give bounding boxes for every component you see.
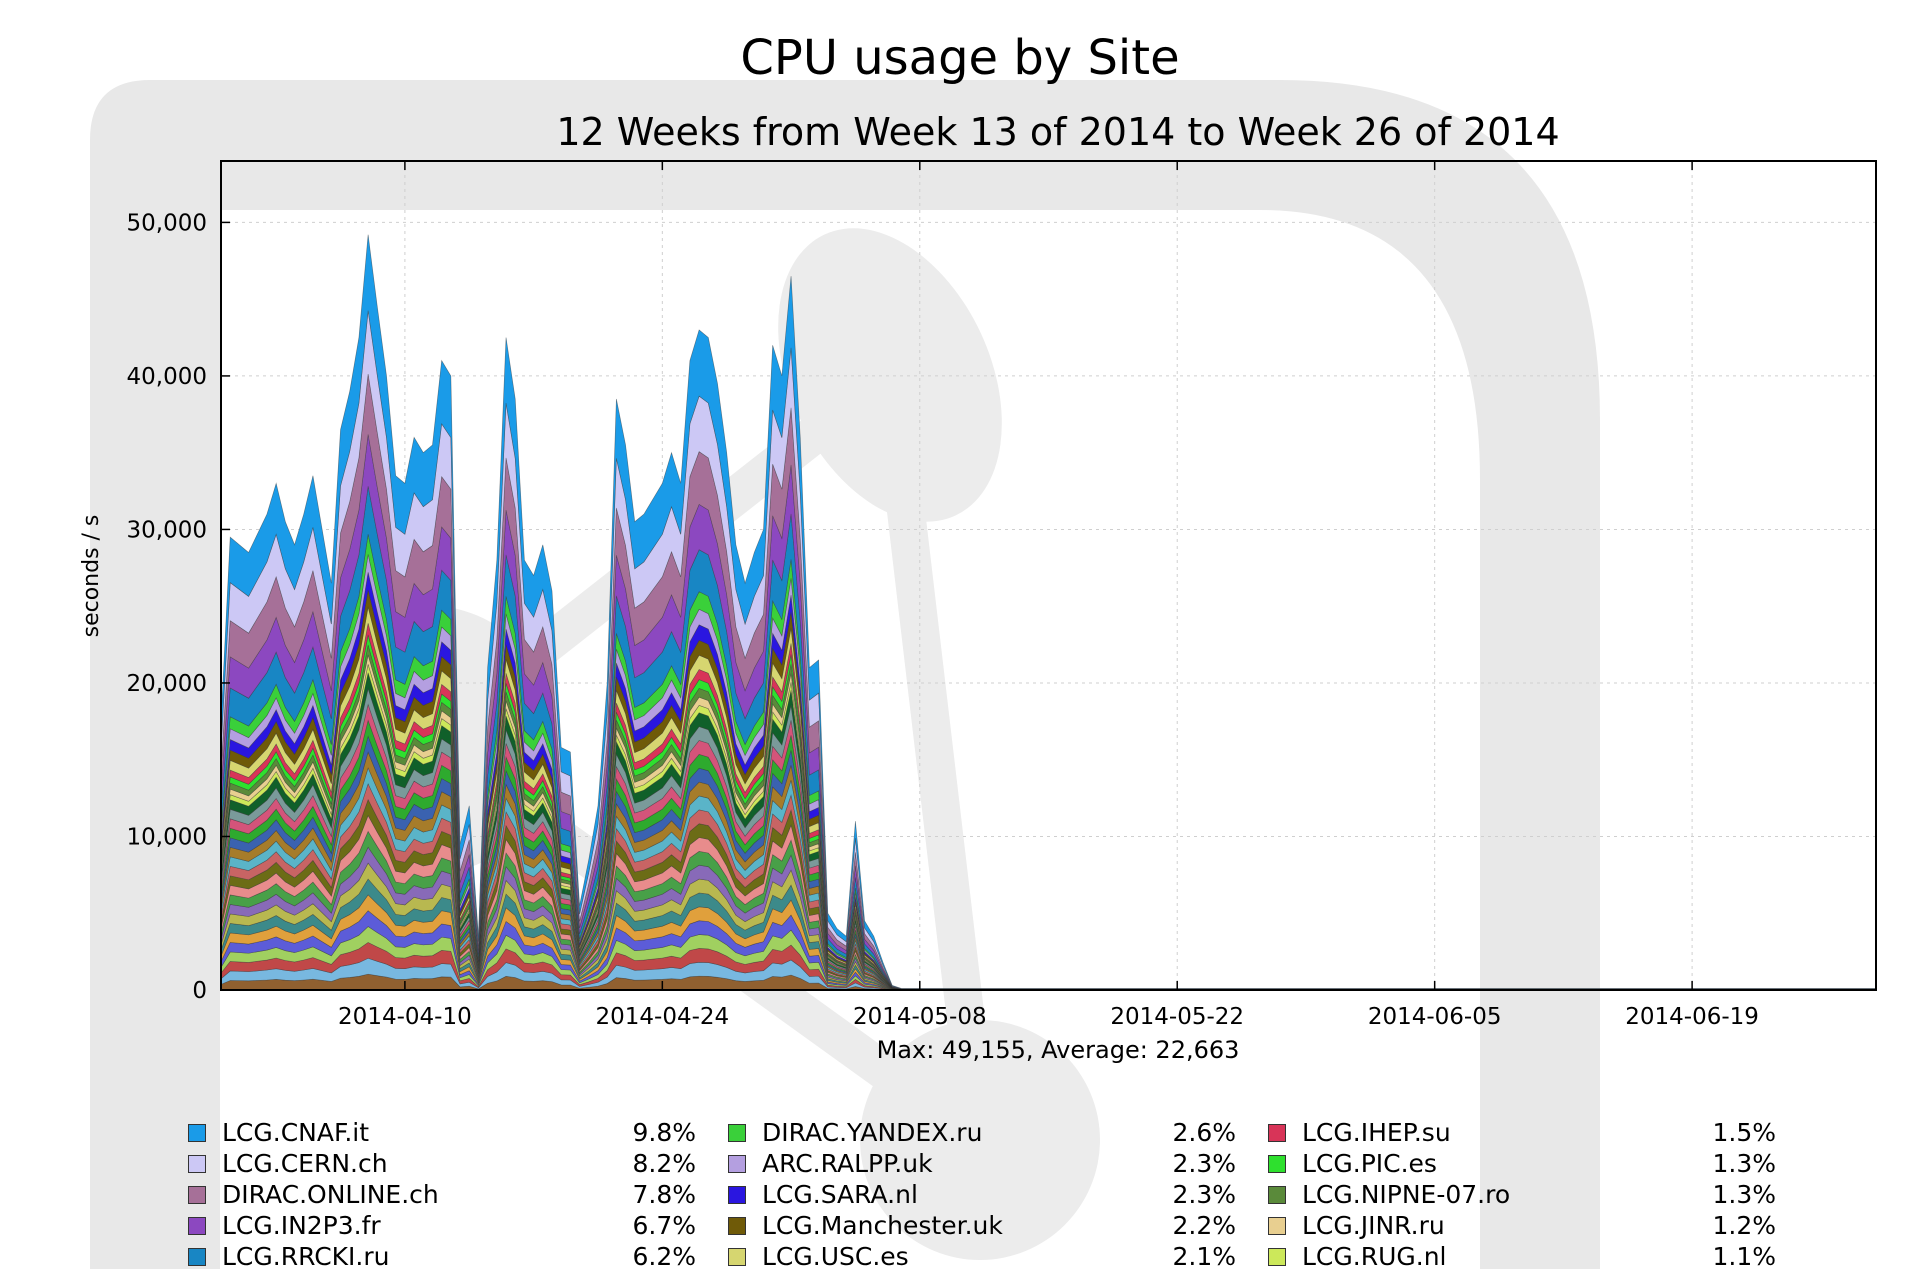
legend-label: LCG.IHEP.su — [1302, 1118, 1451, 1147]
y-tick-label: 50,000 — [127, 210, 207, 236]
axes-layer: 0 10,000 20,000 30,000 40,000 50,000 2014-04-1… — [127, 161, 1759, 1030]
legend-item: LCG.CNAF.it 9.8% — [188, 1118, 696, 1148]
legend-label: ARC.RALPP.uk — [762, 1149, 933, 1178]
legend-item: LCG.CERN.ch 8.2% — [188, 1149, 696, 1179]
legend-swatch — [1268, 1248, 1286, 1266]
legend-percent: 2.6% — [1172, 1118, 1236, 1147]
legend-item: DIRAC.ONLINE.ch 7.8% — [188, 1180, 696, 1210]
legend-percent: 1.3% — [1712, 1180, 1776, 1209]
x-tick-label: 2014-06-19 — [1625, 1004, 1759, 1030]
legend-label: LCG.USC.es — [762, 1242, 909, 1271]
legend-item: LCG.IN2P3.fr 6.7% — [188, 1211, 696, 1241]
x-tick-label: 2014-05-22 — [1110, 1004, 1244, 1030]
legend-swatch — [728, 1217, 746, 1235]
legend-swatch — [188, 1248, 206, 1266]
legend-item: LCG.NIPNE-07.ro 1.3% — [1268, 1180, 1776, 1210]
legend-percent: 1.1% — [1712, 1242, 1776, 1271]
y-tick-label: 30,000 — [127, 517, 207, 543]
legend-percent: 1.5% — [1712, 1118, 1776, 1147]
legend-label: LCG.NIPNE-07.ro — [1302, 1180, 1511, 1209]
legend-item: LCG.JINR.ru 1.2% — [1268, 1211, 1776, 1241]
legend-percent: 6.2% — [632, 1242, 696, 1271]
legend-swatch — [188, 1186, 206, 1204]
legend-swatch — [1268, 1124, 1286, 1142]
legend-percent: 1.3% — [1712, 1149, 1776, 1178]
watermark-edge-3 — [871, 372, 999, 1143]
legend-swatch — [1268, 1155, 1286, 1173]
y-tick-label: 0 — [192, 978, 207, 1004]
legend-item: ARC.RALPP.uk 2.3% — [728, 1149, 1236, 1179]
legend-percent: 2.1% — [1172, 1242, 1236, 1271]
legend-percent: 9.8% — [632, 1118, 696, 1147]
legend-label: LCG.RUG.nl — [1302, 1242, 1447, 1271]
legend-percent: 8.2% — [632, 1149, 696, 1178]
legend-label: LCG.SARA.nl — [762, 1180, 918, 1209]
legend-swatch — [728, 1155, 746, 1173]
x-tick-label: 2014-04-10 — [338, 1004, 472, 1030]
legend-label: LCG.PIC.es — [1302, 1149, 1437, 1178]
x-tick-label: 2014-05-08 — [853, 1004, 987, 1030]
legend-percent: 2.2% — [1172, 1211, 1236, 1240]
legend-swatch — [188, 1155, 206, 1173]
legend: LCG.CNAF.it 9.8% LCG.CERN.ch 8.2% DIRAC.ONLI… — [0, 1118, 1920, 1271]
watermark-frame — [90, 80, 1600, 1269]
legend-item: LCG.PIC.es 1.3% — [1268, 1149, 1776, 1179]
legend-item: LCG.SARA.nl 2.3% — [728, 1180, 1236, 1210]
legend-percent: 1.2% — [1712, 1211, 1776, 1240]
legend-label: LCG.JINR.ru — [1302, 1211, 1445, 1240]
legend-percent: 2.3% — [1172, 1180, 1236, 1209]
legend-swatch — [188, 1217, 206, 1235]
legend-label: LCG.CNAF.it — [222, 1118, 370, 1147]
x-tick-label: 2014-04-24 — [595, 1004, 729, 1030]
chart-subtitle: 12 Weeks from Week 13 of 2014 to Week 26… — [556, 110, 1560, 154]
y-axis-label: seconds / s — [79, 515, 104, 638]
legend-label: DIRAC.ONLINE.ch — [222, 1180, 439, 1209]
legend-swatch — [728, 1124, 746, 1142]
legend-label: DIRAC.YANDEX.ru — [762, 1118, 983, 1147]
legend-item: LCG.USC.es 2.1% — [728, 1242, 1236, 1272]
legend-swatch — [1268, 1186, 1286, 1204]
legend-label: LCG.CERN.ch — [222, 1149, 388, 1178]
y-tick-label: 40,000 — [127, 364, 207, 390]
chart-title: CPU usage by Site — [740, 30, 1180, 86]
legend-item: LCG.RRCKI.ru 6.2% — [188, 1242, 696, 1272]
legend-label: LCG.RRCKI.ru — [222, 1242, 390, 1271]
legend-item: LCG.IHEP.su 1.5% — [1268, 1118, 1776, 1148]
y-tick-label: 20,000 — [127, 671, 207, 697]
legend-swatch — [188, 1124, 206, 1142]
legend-item: LCG.Manchester.uk 2.2% — [728, 1211, 1236, 1241]
legend-swatch — [728, 1186, 746, 1204]
area-series-layer — [220, 234, 1877, 991]
legend-percent: 2.3% — [1172, 1149, 1236, 1178]
legend-label: LCG.Manchester.uk — [762, 1211, 1003, 1240]
plot-frame — [220, 160, 1877, 991]
legend-percent: 7.8% — [632, 1180, 696, 1209]
legend-swatch — [728, 1248, 746, 1266]
legend-item: DIRAC.YANDEX.ru 2.6% — [728, 1118, 1236, 1148]
legend-swatch — [1268, 1217, 1286, 1235]
legend-label: LCG.IN2P3.fr — [222, 1211, 381, 1240]
legend-percent: 6.7% — [632, 1211, 696, 1240]
chart-stats: Max: 49,155, Average: 22,663 — [876, 1036, 1240, 1064]
legend-item: LCG.RUG.nl 1.1% — [1268, 1242, 1776, 1272]
x-tick-label: 2014-06-05 — [1368, 1004, 1502, 1030]
y-tick-label: 10,000 — [127, 824, 207, 850]
